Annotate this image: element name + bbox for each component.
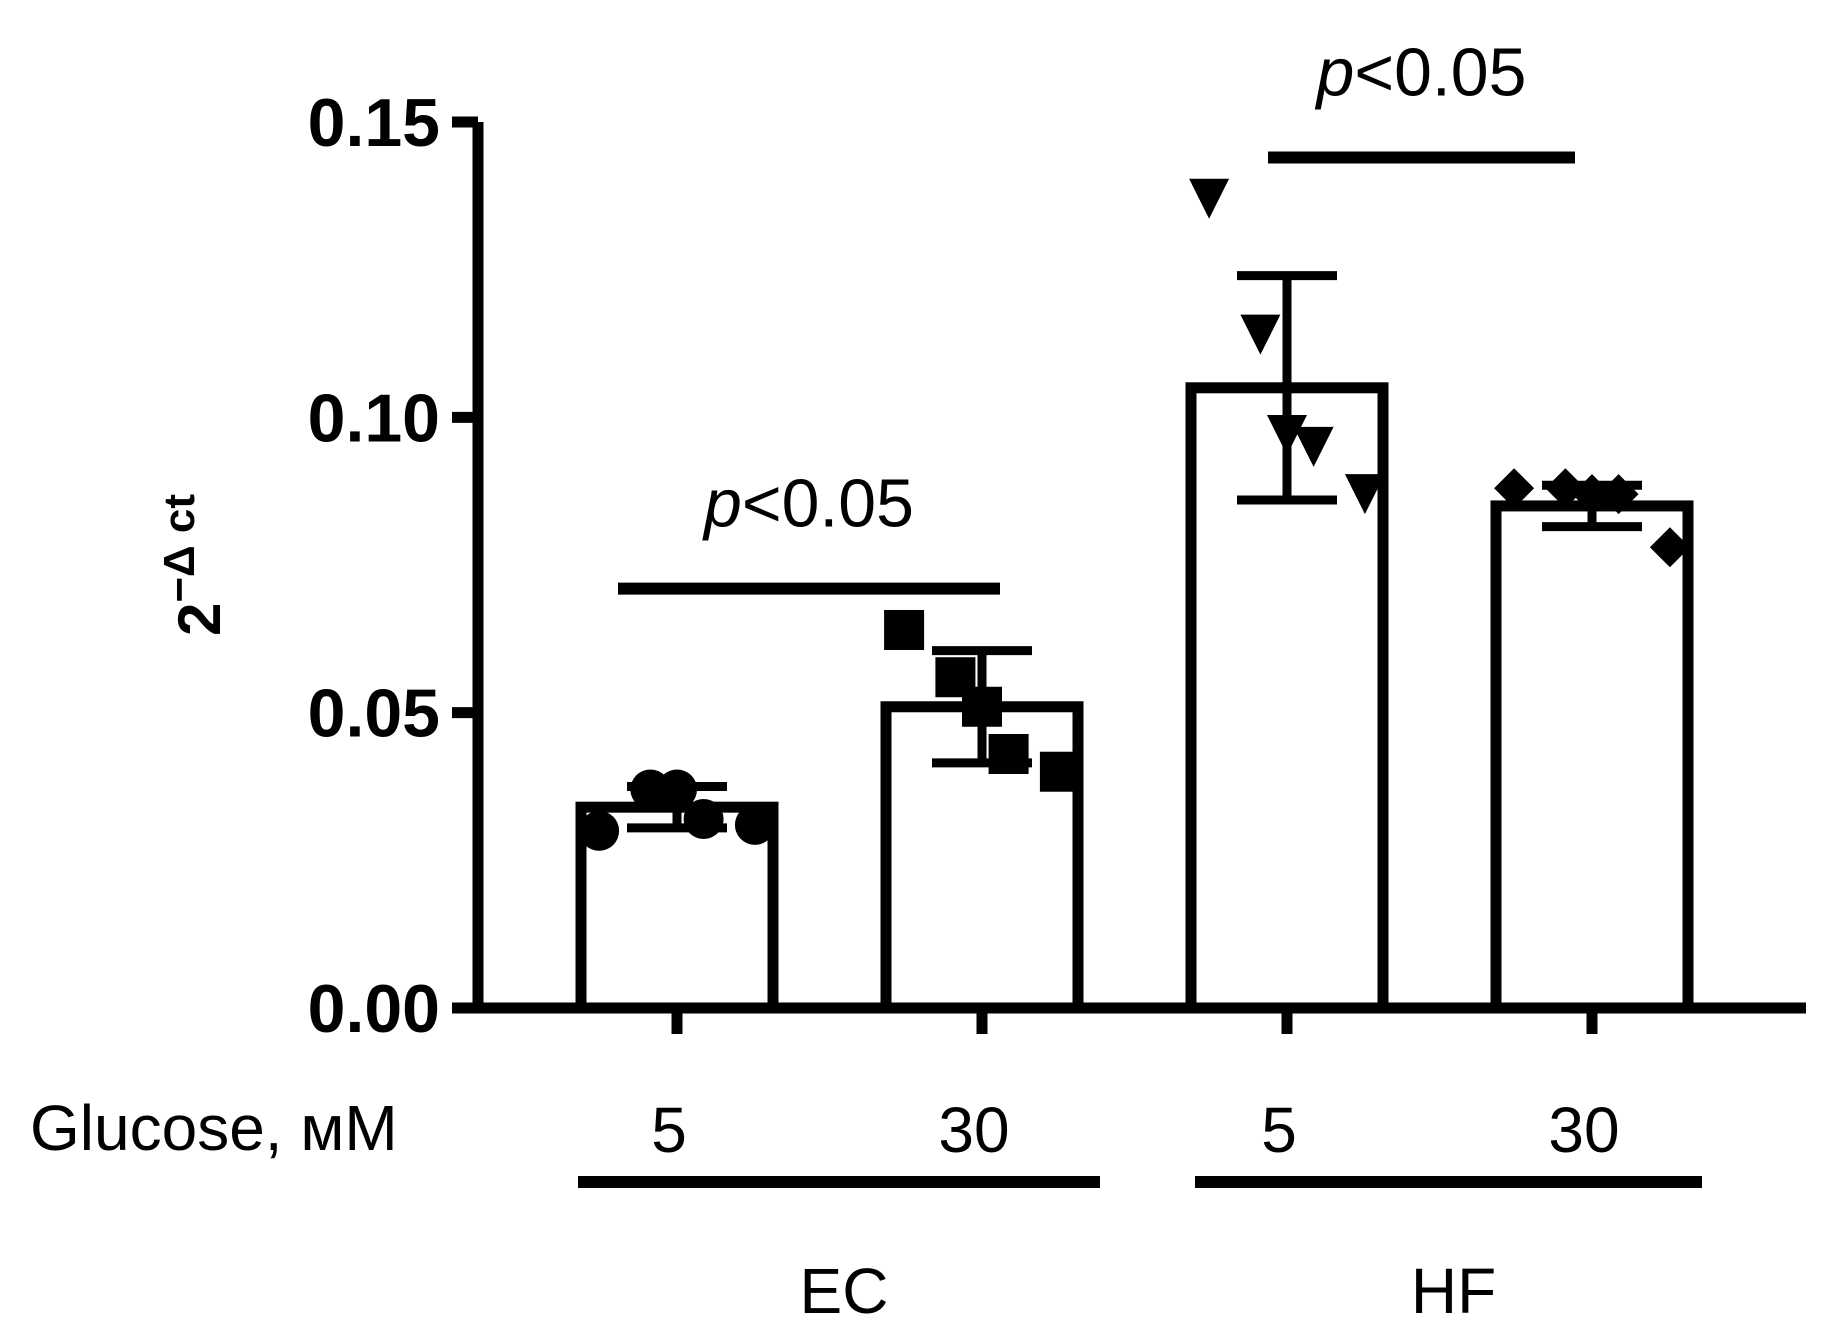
bar-3 xyxy=(1490,500,1694,1014)
significance-label-value-1: <0.05 xyxy=(1354,34,1526,110)
data-point-2-0 xyxy=(1189,178,1230,219)
x-tick-label-3: 30 xyxy=(1548,1094,1619,1166)
data-point-3-0 xyxy=(1494,468,1535,509)
significance-label-p-1: p xyxy=(1315,34,1355,110)
y-tick-label-2: 0.10 xyxy=(308,380,440,456)
error-bar-2 xyxy=(1237,271,1337,505)
data-point-2-3 xyxy=(1293,426,1334,467)
y-tick-label-3: 0.15 xyxy=(308,85,440,161)
group-label-0: EC xyxy=(800,1255,889,1327)
y-tick-label-0: 0.00 xyxy=(308,971,440,1047)
data-point-3-2 xyxy=(1572,474,1612,515)
data-point-0-3 xyxy=(683,798,724,839)
data-point-0-0 xyxy=(579,810,620,851)
significance-label-p-0: p xyxy=(702,466,742,542)
significance-label-value-0: <0.05 xyxy=(742,466,914,542)
x-tick-label-2: 5 xyxy=(1261,1094,1297,1166)
significance-label-1: p<0.05 xyxy=(1315,34,1527,110)
data-point-3-1 xyxy=(1545,468,1586,509)
data-point-0-2 xyxy=(657,769,697,810)
data-point-2-4 xyxy=(1344,474,1385,515)
data-point-1-2 xyxy=(962,686,1002,727)
x-axis-title: Glucose, мМ xyxy=(30,1092,398,1164)
y-tick-label-1: 0.05 xyxy=(308,676,440,752)
data-point-1-3 xyxy=(988,734,1029,775)
y-axis-label-base: 2 xyxy=(166,603,233,636)
data-point-3-4 xyxy=(1649,527,1690,568)
data-point-1-0 xyxy=(884,609,925,650)
y-axis-label: 2−Δ ct xyxy=(155,494,233,636)
x-tick-label-0: 5 xyxy=(651,1094,687,1166)
y-axis-label-superscript: −Δ ct xyxy=(155,494,204,603)
significance-label-0: p<0.05 xyxy=(702,466,914,542)
data-point-1-4 xyxy=(1039,751,1080,792)
x-tick-label-1: 30 xyxy=(938,1094,1009,1166)
data-point-2-1 xyxy=(1240,314,1281,355)
data-point-0-4 xyxy=(734,804,775,845)
data-point-2-2 xyxy=(1267,415,1307,456)
group-label-1: HF xyxy=(1411,1255,1496,1327)
data-point-3-3 xyxy=(1598,474,1639,515)
svg-text:2−Δ ct: 2−Δ ct xyxy=(155,494,233,636)
